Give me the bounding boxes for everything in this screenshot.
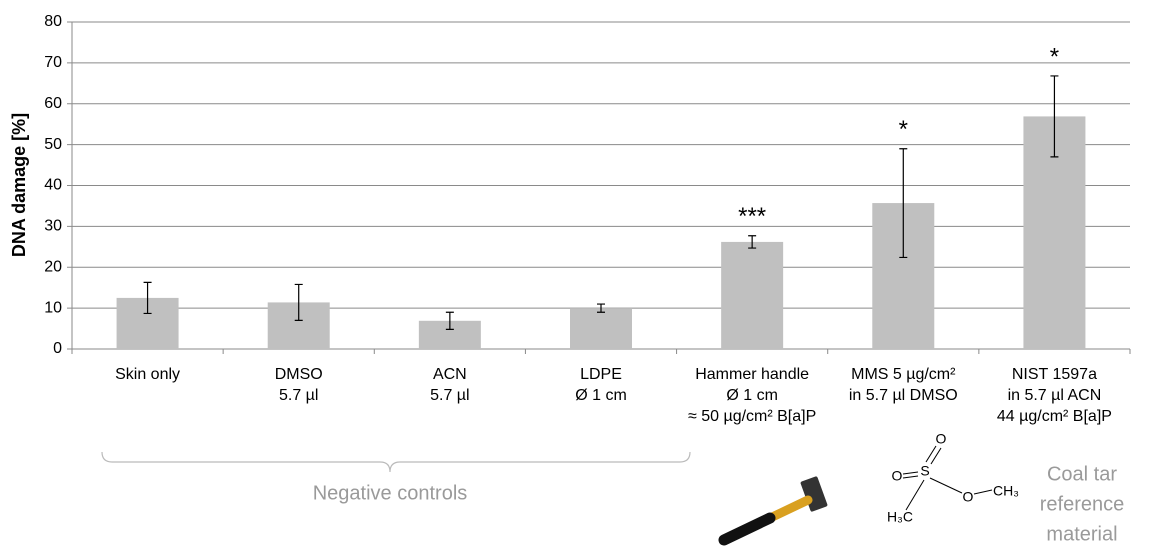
x-tick-label: MMS 5 µg/cm²	[851, 366, 956, 383]
x-tick-label: NIST 1597a	[1012, 366, 1097, 383]
structure-label: O	[936, 431, 947, 447]
structure-label: O	[892, 468, 903, 484]
x-tick-label: Ø 1 cm	[726, 387, 778, 404]
y-tick-label: 80	[44, 13, 62, 30]
significance-label: ***	[738, 203, 766, 230]
hammer-icon	[724, 476, 828, 540]
structure-label: S	[920, 463, 929, 479]
structure-label: H₃C	[887, 509, 913, 525]
structure-label: O	[963, 489, 974, 505]
y-tick-label: 60	[44, 95, 62, 112]
bar	[570, 308, 632, 349]
significance-label: *	[899, 116, 908, 143]
y-tick-label: 0	[53, 340, 62, 357]
x-tick-label: Skin only	[115, 366, 180, 383]
chart: DNA damage [%] Negative controls Coal ta…	[0, 0, 1161, 547]
x-tick-label: ACN	[433, 366, 467, 383]
chemical-structure	[903, 446, 992, 510]
annotation: material	[1046, 523, 1117, 545]
y-tick-label: 70	[44, 54, 62, 71]
structure-label: CH₃	[993, 483, 1019, 499]
y-tick-label: 10	[44, 299, 62, 316]
brace	[102, 452, 690, 472]
annotation: Coal tar	[1047, 463, 1117, 485]
x-tick-label: Hammer handle	[695, 366, 809, 383]
y-tick-label: 20	[44, 258, 62, 275]
y-tick-label: 40	[44, 177, 62, 194]
annotation: reference	[1040, 493, 1125, 515]
y-tick-label: 50	[44, 136, 62, 153]
x-tick-label: Ø 1 cm	[575, 387, 627, 404]
x-tick-label: ≈ 50 µg/cm² B[a]P	[688, 408, 816, 425]
x-tick-label: 44 µg/cm² B[a]P	[997, 408, 1112, 425]
x-tick-label: LDPE	[580, 366, 622, 383]
bar	[721, 242, 783, 349]
y-axis-label: DNA damage [%]	[9, 113, 29, 257]
x-tick-label: in 5.7 µl DMSO	[849, 387, 958, 404]
annotation: Negative controls	[313, 482, 468, 504]
significance-label: *	[1050, 43, 1059, 70]
page: DNA damage [%] Negative controls Coal ta…	[0, 0, 1161, 547]
x-tick-label: 5.7 µl	[279, 387, 318, 404]
x-tick-label: DMSO	[275, 366, 323, 383]
y-tick-label: 30	[44, 218, 62, 235]
x-tick-label: 5.7 µl	[430, 387, 469, 404]
x-tick-label: in 5.7 µl ACN	[1008, 387, 1102, 404]
